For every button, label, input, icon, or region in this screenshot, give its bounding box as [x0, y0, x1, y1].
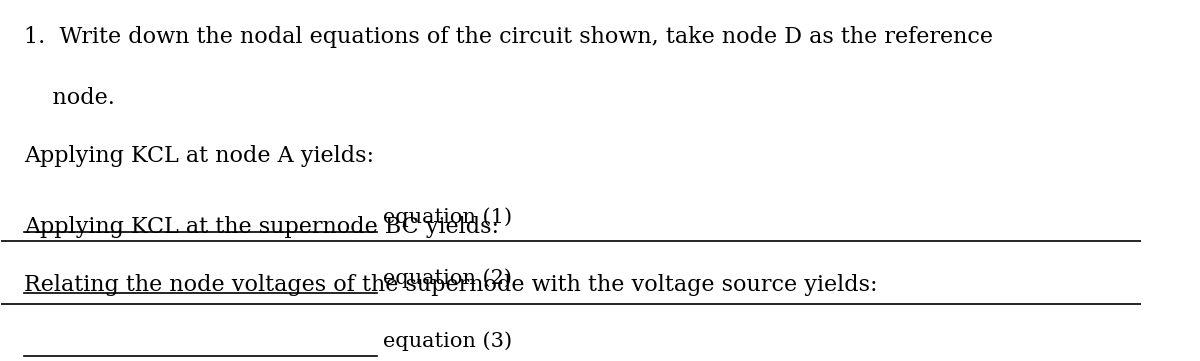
Text: 1.  Write down the nodal equations of the circuit shown, take node D as the refe: 1. Write down the nodal equations of the…	[24, 26, 994, 48]
Text: Applying KCL at the supernode BC yields:: Applying KCL at the supernode BC yields:	[24, 216, 499, 238]
Text: equation (3): equation (3)	[383, 331, 512, 351]
Text: Relating the node voltages of the supernode with the voltage source yields:: Relating the node voltages of the supern…	[24, 274, 877, 296]
Text: Applying KCL at node A yields:: Applying KCL at node A yields:	[24, 145, 374, 167]
Text: equation (1): equation (1)	[383, 207, 512, 227]
Text: node.: node.	[24, 87, 115, 109]
Text: equation (2): equation (2)	[383, 268, 512, 288]
